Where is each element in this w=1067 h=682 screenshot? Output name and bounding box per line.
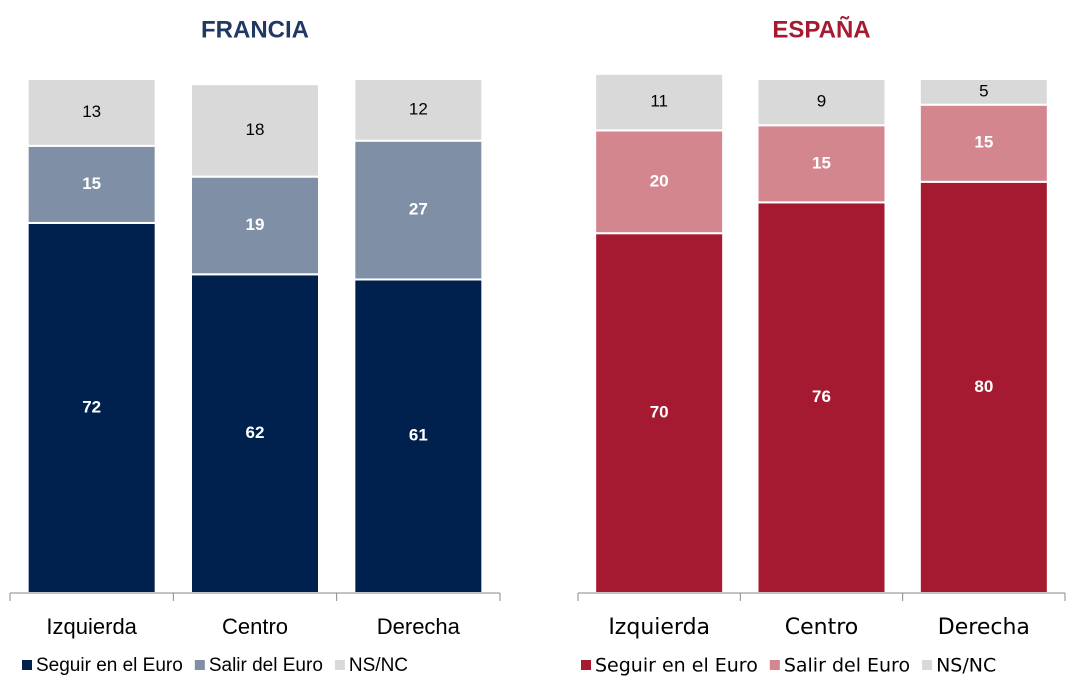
bar-segment [190, 273, 320, 594]
bar-segment [594, 232, 725, 594]
bar-segment [26, 78, 157, 147]
data-label: 72 [82, 397, 101, 416]
x-tick-label: Derecha [377, 614, 461, 639]
bar-segment [918, 180, 1049, 595]
chart-title: FRANCIA [201, 16, 309, 43]
legend-marker [22, 660, 32, 670]
data-label: 15 [812, 153, 831, 172]
legend-marker [922, 660, 933, 670]
data-label: 5 [979, 81, 988, 100]
data-label: 70 [650, 403, 669, 422]
x-tick-label: Izquierda [608, 615, 710, 640]
legend-label: NS/NC [936, 655, 996, 677]
data-label: 15 [974, 133, 993, 152]
legend-label: Salir del Euro [209, 655, 323, 676]
x-tick-label: Izquierda [46, 614, 137, 639]
bar-segment [756, 78, 887, 127]
bar-segment [190, 83, 320, 178]
bar-segment [594, 72, 725, 132]
data-label: 13 [82, 102, 101, 121]
data-label: 20 [650, 171, 669, 190]
chart: FRANCIA 72 15 13 Izquierda 62 19 18 Centro 61 27 12… [9, 16, 501, 676]
data-label: 9 [817, 92, 826, 111]
legend-label: NS/NC [349, 655, 408, 676]
data-label: 80 [974, 377, 993, 396]
data-label: 76 [812, 387, 831, 406]
data-label: 18 [246, 120, 265, 139]
legend-marker [581, 660, 591, 670]
bar-segment [353, 78, 484, 142]
bar-segment [756, 124, 887, 204]
bar-segment [756, 201, 887, 595]
bar-segment [26, 221, 157, 594]
legend-marker [769, 660, 780, 670]
legend-marker [194, 660, 205, 670]
chart-title: ESPAÑA [772, 15, 870, 43]
bar-segment [353, 139, 484, 281]
legend-label: Seguir en el Euro [36, 655, 183, 676]
data-label: 12 [409, 99, 428, 118]
x-tick-label: Derecha [938, 615, 1030, 640]
x-tick-label: Centro [222, 614, 288, 639]
chart: ESPAÑA 70 20 11 Izquierda 76 15 9 Centro 80 15 5 Der… [577, 15, 1066, 677]
data-label: 61 [409, 426, 428, 445]
x-tick-label: Centro [785, 615, 859, 640]
bar-segment [26, 144, 157, 224]
data-label: 62 [246, 423, 265, 442]
data-label: 27 [409, 200, 428, 219]
data-label: 15 [82, 174, 101, 193]
data-label: 19 [246, 215, 265, 234]
data-label: 11 [650, 92, 668, 111]
legend-marker [334, 660, 345, 670]
legend-label: Seguir en el Euro [595, 655, 758, 677]
bar-segment [918, 103, 1049, 183]
legend-label: Salir del Euro [784, 655, 910, 677]
bar-segment [918, 78, 1049, 106]
bar-segment [190, 175, 320, 276]
